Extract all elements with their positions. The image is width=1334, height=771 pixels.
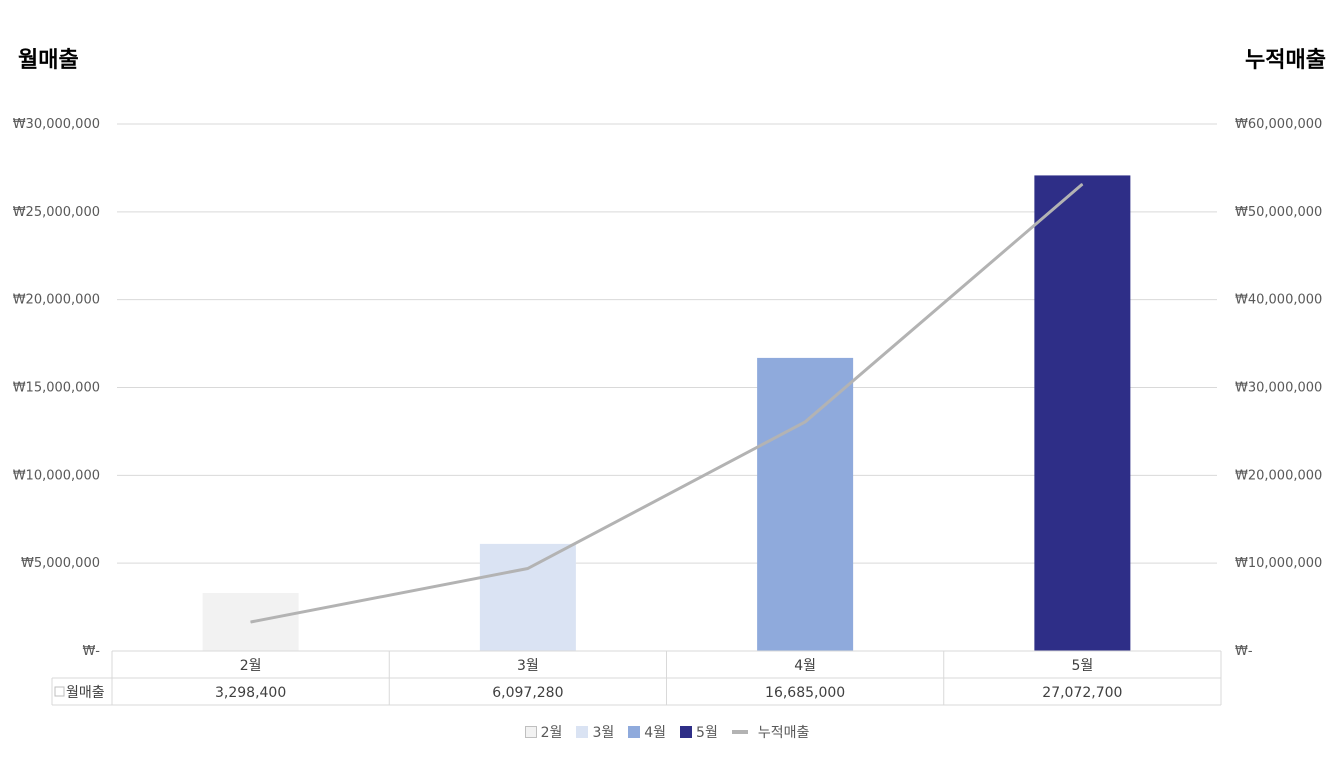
legend-swatch (524, 726, 537, 738)
line-series (250, 182, 1084, 624)
category-label: 4월 (794, 658, 816, 674)
value-label: 16,685,000 (765, 685, 845, 701)
cumulative-line (250, 182, 1084, 624)
left-tick-label: ₩25,000,000 (13, 205, 100, 220)
legend-label: 2월 (540, 725, 563, 741)
data-table: 2월 3,298,400 3월 6,097,280 4월 16,685,000 5월 27,0… (51, 650, 1222, 706)
right-tick-label: ₩60,000,000 (1235, 117, 1322, 132)
bar-3 (479, 543, 576, 651)
row-key-swatch (54, 686, 65, 697)
right-tick-label: ₩50,000,000 (1235, 205, 1322, 220)
bar-4 (757, 357, 854, 651)
legend-swatch (628, 726, 641, 738)
left-tick-label: ₩30,000,000 (13, 117, 100, 132)
category-label: 5월 (1071, 658, 1093, 674)
left-axis-ticks: ₩- ₩5,000,000 ₩10,000,000 ₩15,000,000 ₩20,00… (13, 117, 101, 659)
legend-item-5: 5월 (680, 722, 718, 742)
legend-item-cumulative: 누적매출 (731, 722, 810, 742)
legend-swatch (680, 726, 693, 738)
value-label: 3,298,400 (215, 685, 286, 701)
legend: 2월 3월 4월 5월 누적매출 (0, 722, 1334, 742)
legend-swatch (576, 726, 589, 738)
cumulative-point (1081, 183, 1083, 185)
value-label: 6,097,280 (492, 685, 563, 701)
left-tick-label: ₩5,000,000 (21, 556, 100, 571)
value-label: 27,072,700 (1042, 685, 1122, 701)
legend-item-2: 2월 (524, 722, 563, 742)
cumulative-point (527, 567, 529, 569)
cumulative-point (250, 621, 252, 623)
legend-line-swatch (731, 730, 748, 734)
right-tick-label: ₩30,000,000 (1235, 381, 1322, 396)
legend-item-4: 4월 (628, 722, 666, 742)
right-tick-label: ₩10,000,000 (1235, 556, 1322, 571)
right-tick-label: ₩40,000,000 (1235, 293, 1322, 308)
bar-5 (1034, 175, 1131, 651)
gridlines (117, 123, 1217, 564)
left-axis-title: 월매출 (18, 48, 79, 73)
right-tick-label: ₩- (1235, 644, 1253, 659)
left-tick-label: ₩15,000,000 (13, 381, 100, 396)
left-tick-label: ₩- (82, 644, 100, 659)
legend-label: 3월 (592, 725, 615, 741)
left-tick-label: ₩20,000,000 (13, 293, 100, 308)
category-label: 3월 (517, 658, 539, 674)
legend-label: 4월 (644, 725, 667, 741)
category-label: 2월 (240, 658, 262, 674)
right-axis-title: 누적매출 (1245, 48, 1326, 73)
right-axis-ticks: ₩- ₩10,000,000 ₩20,000,000 ₩30,000,000 ₩40,0… (1235, 117, 1322, 659)
legend-item-3: 3월 (576, 722, 614, 742)
chart-plot: ₩- ₩5,000,000 ₩10,000,000 ₩15,000,000 ₩20,00… (13, 117, 1322, 706)
legend-label: 5월 (696, 725, 718, 741)
right-tick-label: ₩20,000,000 (1235, 468, 1322, 483)
row-header: 월매출 (66, 685, 105, 701)
legend-label: 누적매출 (757, 725, 810, 741)
bar-series (202, 175, 1131, 651)
cumulative-point (804, 421, 806, 423)
left-tick-label: ₩10,000,000 (13, 468, 100, 483)
